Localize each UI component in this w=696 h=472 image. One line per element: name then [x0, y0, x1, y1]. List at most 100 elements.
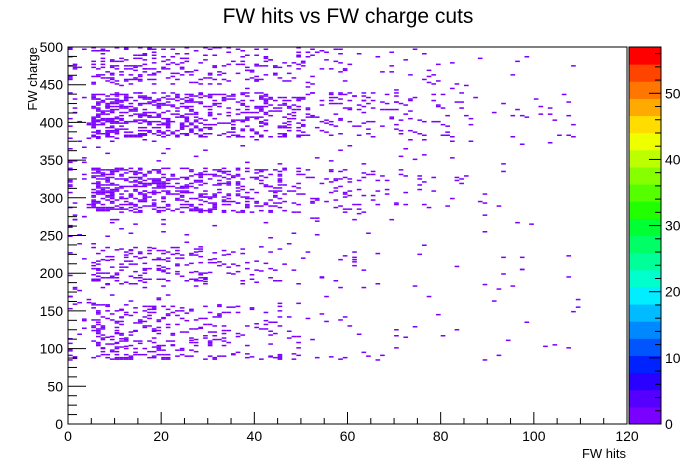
y-tick-label: 450	[40, 77, 64, 93]
heatmap-cell	[389, 71, 395, 73]
heatmap-cell	[240, 92, 246, 94]
heatmap-cell	[147, 101, 152, 103]
heatmap-cell	[100, 191, 106, 194]
heatmap-cell	[561, 93, 567, 96]
heatmap-cell	[184, 107, 190, 109]
heatmap-cell	[296, 122, 301, 124]
heatmap-cell	[175, 134, 180, 137]
heatmap-cell	[147, 123, 152, 126]
heatmap-cell	[282, 200, 287, 203]
heatmap-cell	[105, 209, 110, 212]
heatmap-cell	[96, 304, 101, 306]
heatmap-cell	[291, 111, 297, 114]
heatmap-cell	[305, 107, 311, 109]
heatmap-cell	[366, 173, 371, 176]
heatmap-cell	[221, 337, 227, 339]
heatmap-cell	[184, 96, 190, 99]
heatmap-cell	[133, 113, 138, 115]
heatmap-cell	[384, 179, 390, 182]
heatmap-cell	[221, 332, 227, 335]
heatmap-cell	[361, 92, 367, 94]
heatmap-cell	[543, 345, 548, 348]
heatmap-cell	[240, 283, 246, 285]
heatmap-cell	[161, 278, 166, 281]
heatmap-cell	[328, 102, 334, 105]
heatmap-cell	[128, 134, 134, 137]
heatmap-cell	[538, 105, 544, 108]
heatmap-cell	[96, 102, 101, 105]
heatmap-cell	[445, 134, 450, 137]
heatmap-cell	[268, 59, 273, 61]
heatmap-cell	[179, 125, 185, 127]
heatmap-cell	[454, 329, 460, 331]
heatmap-cell	[193, 341, 199, 344]
heatmap-cell	[254, 48, 259, 51]
heatmap-cell	[151, 83, 157, 85]
heatmap-cell	[123, 128, 129, 130]
heatmap-cell	[133, 353, 138, 356]
heatmap-cell	[226, 203, 232, 206]
heatmap-cell	[282, 80, 287, 82]
heatmap-cell	[538, 113, 544, 115]
heatmap-cell	[450, 140, 455, 143]
heatmap-cell	[212, 335, 218, 337]
heatmap-cell	[235, 72, 241, 75]
heatmap-cell	[137, 176, 143, 179]
heatmap-cell	[231, 200, 236, 203]
heatmap-cell	[133, 107, 138, 109]
heatmap-cell	[68, 92, 73, 94]
heatmap-cell	[86, 301, 92, 304]
heatmap-cell	[370, 92, 376, 94]
heatmap-cell	[268, 136, 273, 138]
heatmap-cell	[310, 202, 315, 204]
heatmap-cell	[142, 185, 148, 188]
heatmap-cell	[137, 277, 143, 279]
heatmap-cell	[240, 119, 246, 121]
heatmap-cell	[151, 203, 157, 206]
heatmap-cell	[91, 81, 96, 84]
heatmap-cell	[235, 270, 241, 273]
heatmap-cell	[212, 316, 218, 318]
heatmap-cell	[100, 57, 106, 60]
heatmap-cell	[431, 83, 437, 85]
heatmap-cell	[207, 311, 213, 314]
heatmap-cell	[203, 193, 208, 195]
heatmap-cell	[394, 92, 399, 94]
heatmap-cell	[133, 78, 138, 81]
heatmap-cell	[123, 99, 129, 102]
heatmap-cell	[240, 60, 246, 63]
heatmap-cell	[133, 108, 138, 111]
heatmap-cell	[128, 202, 134, 204]
heatmap-cell	[165, 353, 171, 356]
heatmap-cell	[319, 104, 325, 106]
heatmap-cell	[165, 179, 171, 182]
heatmap-cell	[165, 267, 171, 270]
heatmap-cell	[207, 340, 213, 342]
heatmap-cell	[137, 191, 143, 194]
heatmap-cell	[184, 264, 190, 266]
heatmap-cell	[147, 122, 152, 124]
heatmap-cell	[305, 176, 311, 179]
heatmap-cell	[147, 252, 152, 255]
heatmap-cell	[133, 270, 138, 273]
heatmap-cell	[137, 114, 143, 117]
heatmap-cell	[156, 320, 162, 323]
heatmap-cell	[119, 99, 124, 102]
heatmap-cell	[198, 92, 204, 94]
heatmap-cell	[193, 319, 199, 321]
heatmap-cell	[189, 208, 194, 210]
heatmap-cell	[198, 129, 204, 132]
heatmap-cell	[207, 133, 213, 135]
heatmap-cell	[82, 146, 87, 149]
heatmap-cell	[347, 108, 353, 111]
heatmap-cell	[296, 182, 301, 185]
heatmap-cell	[310, 48, 315, 51]
heatmap-cell	[91, 196, 96, 198]
heatmap-cell	[259, 136, 264, 138]
heatmap-cell	[231, 128, 236, 130]
heatmap-cell	[128, 114, 134, 117]
heatmap-cell	[482, 283, 488, 286]
heatmap-cell	[203, 119, 208, 121]
heatmap-cell	[240, 128, 246, 130]
heatmap-cell	[328, 191, 334, 194]
